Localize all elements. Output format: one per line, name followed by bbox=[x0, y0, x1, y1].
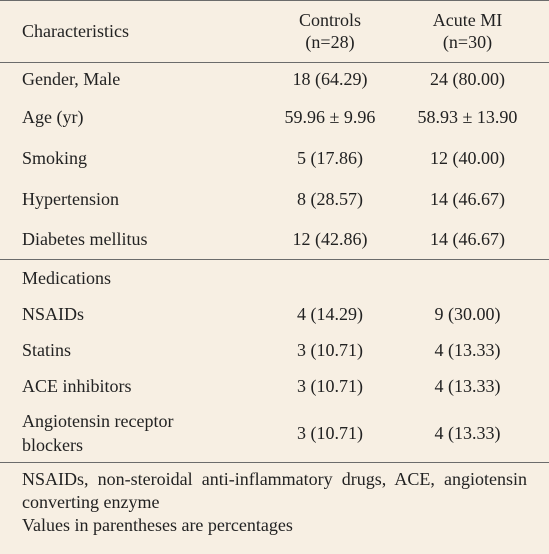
row-label: Hypertension bbox=[22, 188, 119, 209]
column-n: (n=30) bbox=[442, 32, 493, 52]
table-row: ACE inhibitors 3 (10.71) 4 (13.33) bbox=[0, 368, 549, 404]
table-row: Hypertension 8 (28.57) 14 (46.67) bbox=[0, 178, 549, 219]
cell: 59.96 ± 9.96 bbox=[284, 107, 376, 127]
table-row: NSAIDs 4 (14.29) 9 (30.00) bbox=[0, 296, 549, 331]
cell: 58.93 ± 13.90 bbox=[417, 107, 518, 127]
table-row: Diabetes mellitus 12 (42.86) 14 (46.67) bbox=[0, 219, 549, 259]
cell: 12 (40.00) bbox=[430, 148, 505, 168]
cell: 4 (14.29) bbox=[297, 303, 363, 324]
cell: 3 (10.71) bbox=[297, 376, 363, 396]
rule bbox=[0, 462, 549, 463]
row-label: Statins bbox=[22, 339, 72, 360]
cell: 3 (10.71) bbox=[297, 423, 363, 443]
cell: 8 (28.57) bbox=[297, 188, 363, 209]
rule bbox=[0, 0, 549, 1]
section-label: Medications bbox=[22, 267, 111, 288]
section-row: Medications bbox=[0, 259, 549, 296]
table-row: Gender, Male 18 (64.29) 24 (80.00) bbox=[0, 62, 549, 96]
row-label: Angiotensin receptor blockers bbox=[22, 411, 174, 455]
column-n: (n=28) bbox=[305, 32, 355, 52]
row-label: Gender, Male bbox=[22, 69, 121, 89]
cell: 14 (46.67) bbox=[430, 188, 505, 209]
cell: 4 (13.33) bbox=[434, 339, 501, 360]
table-row: Angiotensin receptor blockers 3 (10.71) 4 … bbox=[0, 404, 549, 462]
table-row: Statins 3 (10.71) 4 (13.33) bbox=[0, 331, 549, 368]
cell: 3 (10.71) bbox=[297, 339, 363, 360]
row-label: Diabetes mellitus bbox=[22, 229, 148, 249]
cell: 5 (17.86) bbox=[297, 148, 363, 168]
cell: 12 (42.86) bbox=[292, 229, 368, 249]
rule bbox=[0, 259, 549, 260]
row-label: Smoking bbox=[22, 148, 88, 168]
row-label: Age (yr) bbox=[22, 107, 84, 127]
column-name: Acute MI bbox=[432, 10, 503, 30]
rule bbox=[0, 62, 549, 63]
cell: 4 (13.33) bbox=[434, 423, 501, 443]
cell: 14 (46.67) bbox=[430, 229, 505, 249]
header-row: Characteristics Controls (n=28) Acute MI (n=… bbox=[0, 0, 549, 62]
row-label: ACE inhibitors bbox=[22, 376, 132, 396]
cell: 24 (80.00) bbox=[430, 69, 505, 89]
footnote: Values in parentheses are percentages bbox=[22, 515, 293, 535]
column-name: Controls bbox=[298, 10, 361, 30]
header-cell: Acute MI (n=30) bbox=[400, 9, 535, 53]
cell: 9 (30.00) bbox=[434, 303, 501, 324]
table-row: Age (yr) 59.96 ± 9.96 58.93 ± 13.90 bbox=[0, 96, 549, 138]
header-cell: Controls (n=28) bbox=[255, 9, 405, 53]
footnote: NSAIDs, non-steroidal anti-inflammatory … bbox=[22, 469, 527, 512]
header-cell: Characteristics bbox=[22, 21, 129, 41]
cell: 4 (13.33) bbox=[434, 376, 501, 396]
table-row: Smoking 5 (17.86) 12 (40.00) bbox=[0, 138, 549, 178]
cell: 18 (64.29) bbox=[292, 69, 368, 89]
row-label: NSAIDs bbox=[22, 303, 85, 324]
